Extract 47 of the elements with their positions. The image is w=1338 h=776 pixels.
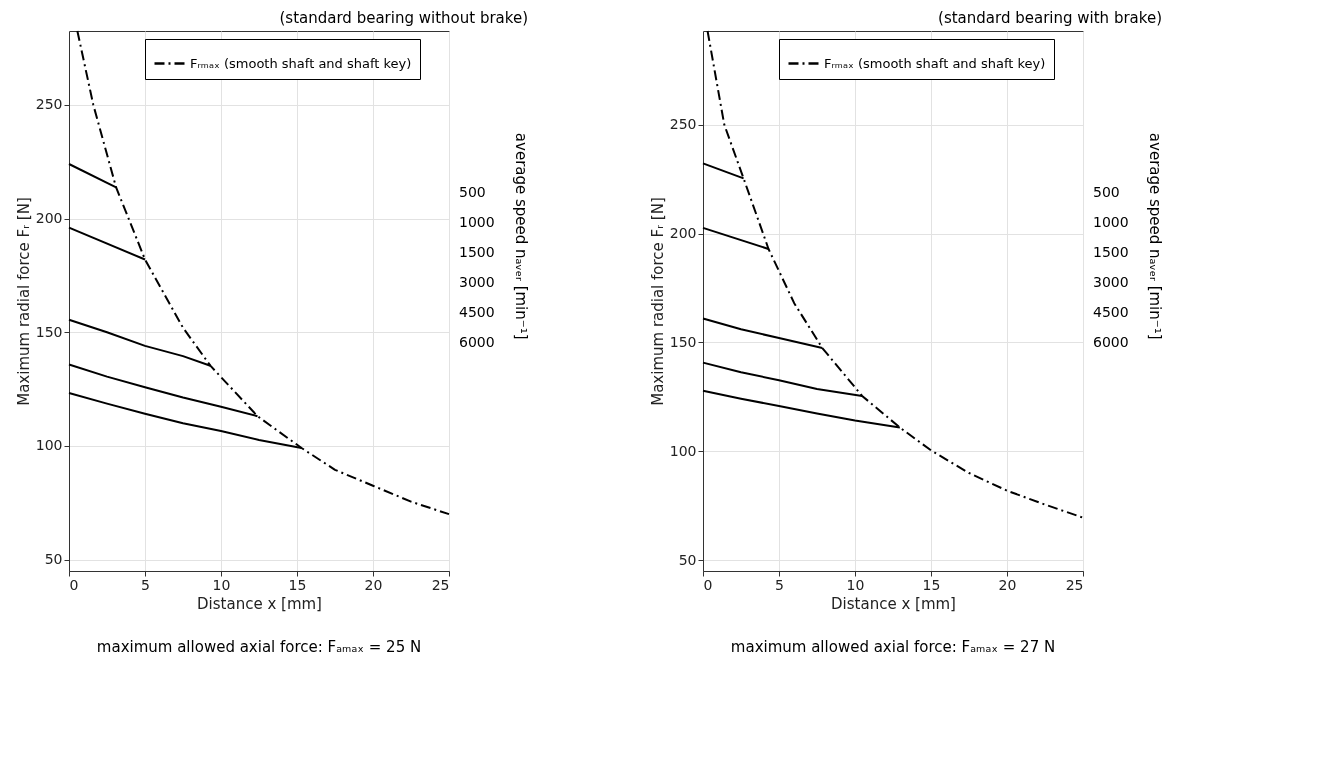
- text: 6000: [459, 334, 495, 350]
- y-tick-label: 50: [44, 551, 63, 568]
- x-tick-label: 0: [69, 576, 79, 593]
- x-axis-title: Distance x [mm]: [197, 594, 322, 613]
- y-tick-label: 200: [35, 210, 63, 227]
- x-axis-title: Distance x [mm]: [831, 594, 956, 613]
- x-tick-label: 15: [288, 576, 307, 593]
- y-tick-label: 200: [669, 225, 697, 241]
- chart-title: (standard bearing with brake): [938, 9, 1162, 27]
- text: 3000: [1093, 274, 1129, 290]
- x-tick-label: 10: [846, 576, 865, 593]
- x-tick-label: 25: [1065, 576, 1084, 593]
- text: 500: [459, 184, 486, 200]
- line-series: [706, 30, 1084, 519]
- y-axis-title: Maximum radial force Fᵣ [N]: [14, 197, 33, 406]
- text: 500: [1093, 184, 1120, 200]
- text: 1500: [459, 244, 495, 260]
- y-tick-label: 250: [669, 116, 697, 133]
- text: 6000: [1093, 334, 1129, 350]
- text: 1500: [1093, 244, 1129, 260]
- y-tick-label: 100: [669, 442, 697, 459]
- y-tick-label: 50: [678, 551, 697, 568]
- y2-axis-title: average speed nₐᵥₑᵣ [min⁻¹]: [512, 132, 530, 340]
- y-axis-title: Maximum radial force Fᵣ [N]: [648, 197, 667, 406]
- text: 1000: [1093, 214, 1129, 230]
- x-tick-label: 20: [364, 576, 383, 593]
- x-tick-label: 25: [431, 576, 450, 593]
- y-tick-label: 150: [35, 323, 63, 340]
- text: 4500: [1093, 304, 1129, 320]
- y-tick-label: 250: [35, 96, 63, 113]
- text: 4500: [459, 304, 495, 320]
- x-tick-label: 5: [141, 576, 150, 593]
- x-tick-label: 15: [922, 576, 941, 593]
- legend-label: Fᵣₘₐₓ (smooth shaft and shaft key): [824, 55, 1046, 71]
- legend-label: Fᵣₘₐₓ (smooth shaft and shaft key): [190, 55, 412, 71]
- text: 3000: [459, 274, 495, 290]
- text: 1000: [459, 214, 495, 230]
- text: maximum allowed axial force: Fₐₘₐₓ = 25 N: [96, 638, 422, 656]
- y2-axis-title: average speed nₐᵥₑᵣ [min⁻¹]: [1146, 132, 1164, 340]
- x-tick-label: 0: [703, 576, 713, 593]
- y-tick-label: 150: [669, 333, 697, 350]
- x-tick-label: 5: [775, 576, 784, 593]
- chart-title: (standard bearing without brake): [279, 9, 528, 27]
- y-tick-label: 100: [35, 437, 63, 454]
- x-tick-label: 20: [998, 576, 1017, 593]
- text: maximum allowed axial force: Fₐₘₐₓ = 27 N: [730, 638, 1056, 656]
- x-tick-label: 10: [212, 576, 231, 593]
